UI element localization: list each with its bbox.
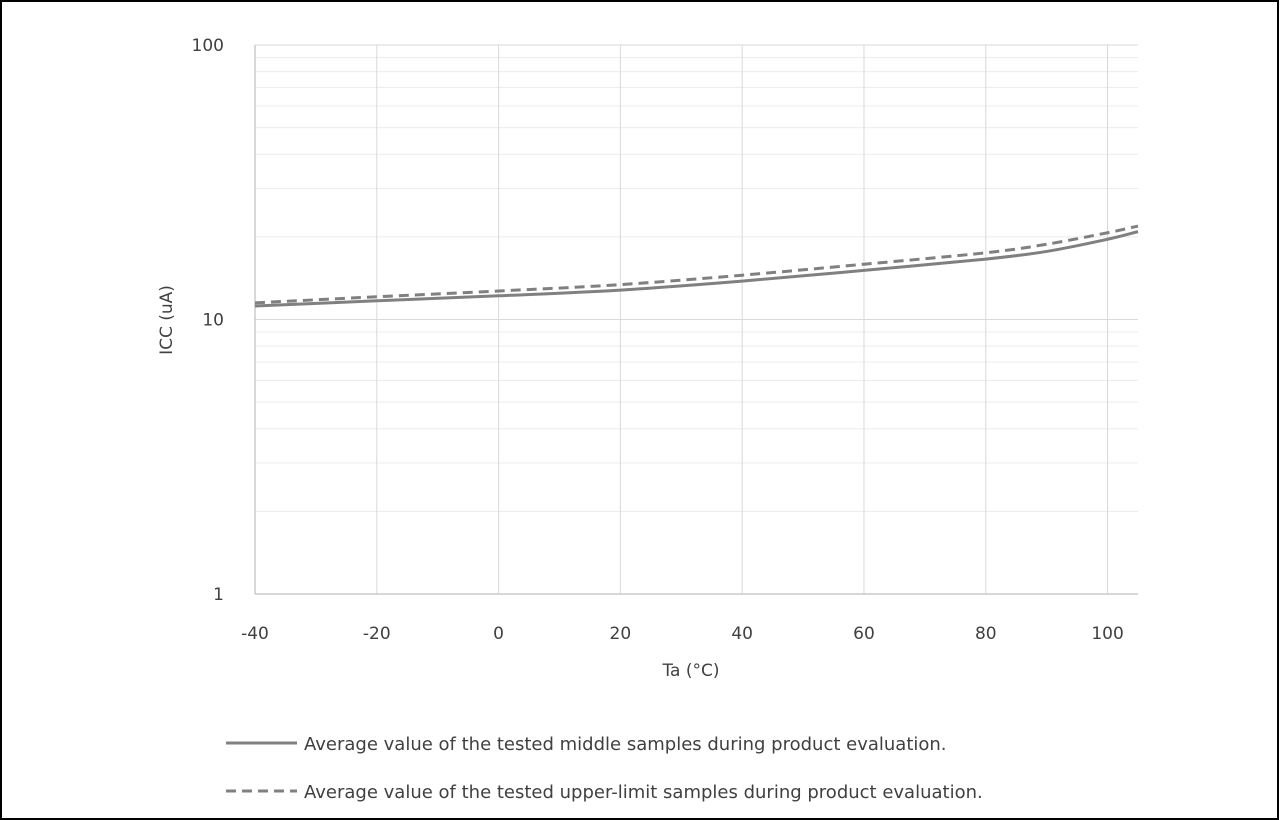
y-tick-labels: 1 10 100 xyxy=(192,36,224,605)
y-tick-label: 10 xyxy=(202,311,224,331)
minor-gridlines xyxy=(255,57,1138,512)
x-tick-label: 100 xyxy=(1091,624,1123,644)
x-tick-label: 20 xyxy=(610,624,632,644)
y-tick-label: 1 xyxy=(213,585,224,605)
axes xyxy=(254,45,1138,595)
legend: Average value of the tested middle sampl… xyxy=(226,734,983,803)
y-axis-title: ICC (uA) xyxy=(157,285,177,355)
x-tick-label: 60 xyxy=(853,624,875,644)
legend-label-upper-limit-samples: Average value of the tested upper-limit … xyxy=(304,782,983,803)
series-line-upper-limit-samples xyxy=(254,224,1139,305)
series-lines xyxy=(254,224,1139,308)
major-gridlines xyxy=(254,44,1138,595)
x-tick-label: -20 xyxy=(363,624,391,644)
x-tick-labels: -40 -20 0 20 40 60 80 100 xyxy=(241,624,1124,644)
x-tick-label: 80 xyxy=(975,624,997,644)
x-tick-label: 0 xyxy=(493,624,504,644)
y-tick-label: 100 xyxy=(192,36,224,56)
x-tick-label: -40 xyxy=(241,624,269,644)
x-axis-title: Ta (°C) xyxy=(661,661,719,681)
x-tick-label: 40 xyxy=(731,624,753,644)
series-line-middle-samples xyxy=(254,230,1139,308)
legend-label-middle-samples: Average value of the tested middle sampl… xyxy=(304,734,947,755)
